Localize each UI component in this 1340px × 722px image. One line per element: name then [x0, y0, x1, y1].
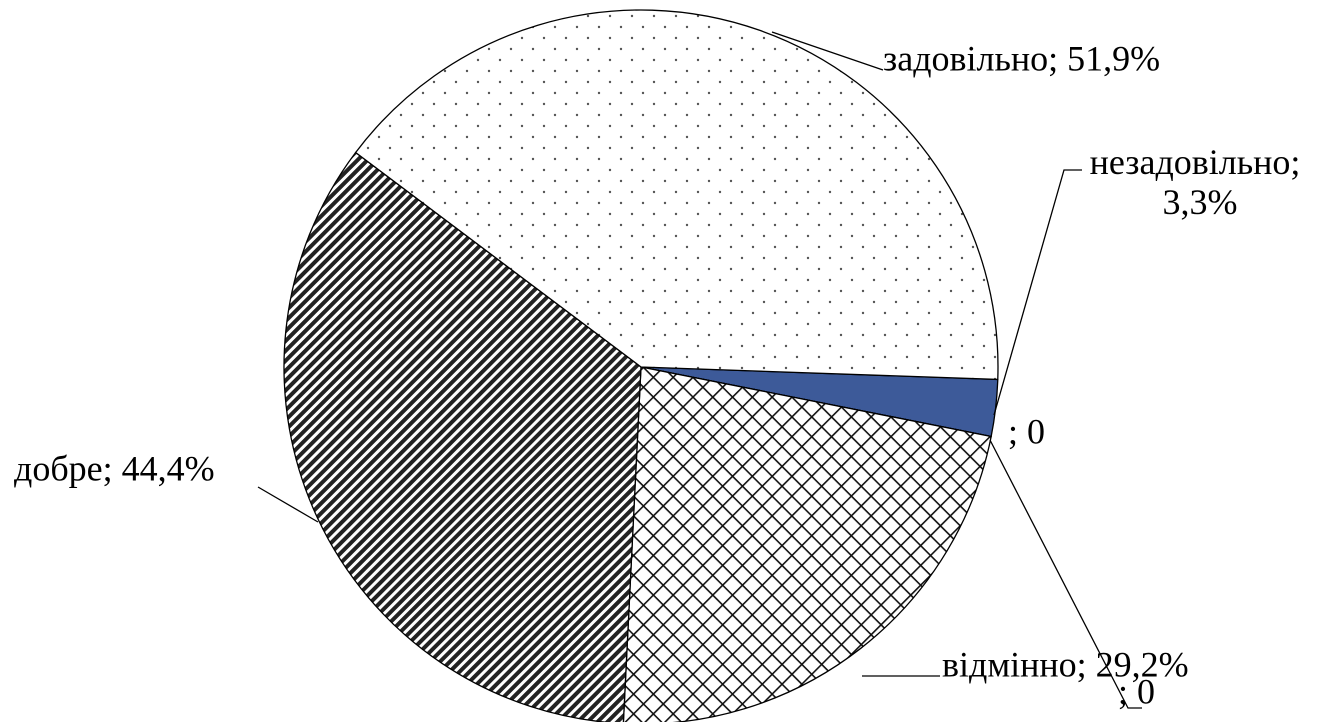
pie-slice [283, 151, 642, 722]
data-label: відмінно; 29,2% [942, 644, 1189, 684]
leader-line [989, 439, 1142, 709]
label-line: 3,3% [1163, 182, 1238, 222]
data-label: задовільно; 51,9% [883, 38, 1160, 78]
pie-slice [354, 9, 999, 381]
pie-slice [622, 366, 992, 722]
data-label: ; 0 [1008, 411, 1045, 451]
data-label: добре; 44,4% [14, 448, 215, 488]
label-line: незадовільно; [1090, 142, 1301, 182]
data-label: ; 0 [1118, 671, 1155, 711]
pie [283, 9, 999, 722]
leader-line [257, 486, 319, 523]
data-label: незадовільно; 3,3% [1090, 142, 1301, 222]
leader-line [993, 169, 1082, 416]
leader-line [771, 31, 884, 71]
